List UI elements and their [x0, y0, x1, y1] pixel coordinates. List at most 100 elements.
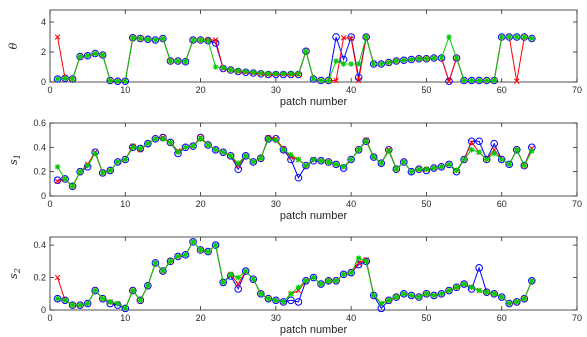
data-point	[453, 55, 460, 61]
data-point	[174, 252, 182, 261]
data-point	[273, 137, 279, 143]
data-point	[167, 139, 174, 146]
data-point	[212, 64, 219, 70]
data-point	[54, 274, 61, 281]
data-point	[62, 297, 68, 304]
data-point	[92, 287, 98, 294]
data-point	[288, 290, 294, 297]
data-point	[363, 138, 369, 145]
data-point	[498, 34, 505, 40]
data-point	[130, 34, 136, 41]
data-point	[460, 280, 468, 288]
data-point	[265, 136, 272, 142]
data-point	[114, 78, 121, 85]
data-point	[257, 154, 265, 163]
x-tick-label: 20	[196, 313, 206, 323]
data-point	[182, 252, 189, 258]
data-point	[521, 34, 528, 40]
data-point	[211, 241, 220, 249]
series-blue	[53, 238, 536, 313]
data-point	[280, 70, 287, 77]
data-point	[303, 278, 309, 284]
data-point	[505, 160, 514, 169]
data-point	[220, 279, 226, 286]
data-point	[490, 139, 498, 148]
data-point	[175, 253, 181, 260]
x-tick-label: 10	[120, 199, 130, 209]
data-point	[438, 164, 445, 170]
data-point	[62, 176, 68, 182]
x-tick-label: 10	[120, 85, 130, 95]
data-point	[423, 55, 430, 62]
data-point	[175, 58, 181, 64]
data-point	[392, 165, 401, 174]
data-point	[249, 158, 258, 166]
y-tick-label: 0.2	[33, 167, 46, 177]
data-point	[483, 77, 490, 84]
data-point	[294, 173, 303, 182]
data-point	[235, 274, 242, 281]
data-point	[506, 300, 513, 307]
data-point	[333, 278, 339, 284]
data-point	[333, 161, 339, 168]
data-point	[385, 297, 392, 304]
data-point	[309, 75, 318, 83]
data-point	[393, 166, 400, 173]
data-point	[416, 55, 422, 62]
data-point	[528, 34, 536, 43]
axes-box	[49, 236, 578, 311]
data-point	[122, 78, 129, 85]
data-point	[220, 149, 226, 155]
data-point	[166, 138, 175, 147]
data-point	[76, 167, 84, 176]
x-tick-label: 70	[572, 313, 582, 323]
data-point	[401, 57, 407, 64]
data-point	[130, 287, 136, 294]
data-point	[468, 146, 475, 153]
data-point	[453, 284, 460, 291]
axes-box	[49, 9, 578, 83]
data-point	[212, 146, 219, 153]
data-point	[98, 169, 107, 177]
data-point	[332, 33, 340, 41]
data-point	[310, 156, 317, 163]
data-point	[400, 158, 408, 166]
x-tick-label: 0	[47, 313, 52, 323]
data-point	[310, 274, 317, 281]
y-tick-label: 0	[41, 77, 46, 87]
data-point	[355, 61, 362, 67]
data-point	[204, 247, 212, 256]
data-point	[287, 296, 295, 305]
panel-s2: 0 10 20 30 40 50 60 70 0 0.2 0.4 patch number s2	[7, 236, 582, 336]
x-axis-label: patch number	[280, 324, 348, 336]
data-point	[476, 287, 482, 294]
data-point	[415, 293, 423, 301]
data-point	[250, 69, 257, 76]
data-point	[54, 34, 61, 40]
data-point	[212, 242, 219, 248]
x-tick-label: 60	[497, 313, 507, 323]
y-axis-label: s2	[7, 268, 22, 279]
data-point	[265, 295, 272, 302]
y-tick-label: 0.4	[33, 240, 46, 250]
data-point	[475, 137, 483, 146]
data-point	[408, 56, 415, 63]
data-point	[227, 67, 234, 73]
data-point	[520, 294, 529, 303]
data-point	[159, 267, 167, 275]
x-tick-label: 40	[346, 313, 356, 323]
data-point	[491, 77, 497, 84]
data-point	[521, 295, 528, 302]
data-point	[370, 154, 377, 160]
data-point	[384, 296, 393, 305]
data-point	[362, 33, 371, 41]
data-point	[264, 294, 273, 303]
data-point	[363, 258, 369, 265]
data-point	[354, 145, 363, 154]
data-point	[160, 268, 166, 274]
data-point	[422, 289, 431, 298]
data-point	[84, 300, 91, 307]
data-point	[197, 247, 204, 253]
data-point	[288, 70, 294, 77]
data-point	[506, 34, 513, 40]
